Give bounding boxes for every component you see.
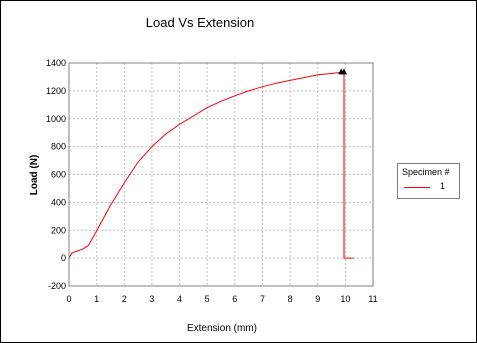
y-tick-label: -200	[48, 281, 66, 291]
y-tick-label: 600	[51, 170, 66, 180]
x-tick-label: 2	[122, 294, 127, 304]
y-ticks: -200 0 200 400 600 800 1000 1200 1400	[46, 58, 66, 291]
x-ticks: 0 1 2 3 4 5 6 7 8 9 10 11	[66, 294, 377, 304]
x-tick-label: 6	[232, 294, 237, 304]
x-tick-label: 8	[288, 294, 293, 304]
x-tick-label: 9	[315, 294, 320, 304]
legend: Specimen # 1	[397, 163, 460, 199]
legend-series-name: 1	[440, 181, 446, 191]
y-tick-label: 200	[51, 225, 66, 235]
x-tick-label: 4	[177, 294, 182, 304]
y-tick-label: 1000	[46, 114, 66, 124]
y-tick-label: 1400	[46, 58, 66, 68]
x-tick-label: 0	[66, 294, 71, 304]
x-tick-label: 10	[340, 294, 350, 304]
plot-border	[68, 62, 374, 287]
x-tick-label: 1	[94, 294, 99, 304]
legend-series-line	[404, 187, 430, 188]
chart-title: Load Vs Extension	[146, 15, 254, 30]
y-tick-label: 400	[51, 197, 66, 207]
x-tick-label: 5	[205, 294, 210, 304]
y-tick-label: 800	[51, 142, 66, 152]
y-axis-label: Load (N)	[29, 155, 40, 196]
x-tick-label: 7	[260, 294, 265, 304]
y-tick-label: 0	[61, 253, 66, 263]
y-tick-label: 1200	[46, 86, 66, 96]
break-marker	[340, 68, 347, 75]
legend-title: Specimen #	[402, 167, 450, 177]
x-tick-label: 11	[368, 294, 377, 304]
marker-group	[338, 68, 347, 75]
x-tick-label: 3	[149, 294, 154, 304]
x-axis-label: Extension (mm)	[187, 323, 257, 334]
